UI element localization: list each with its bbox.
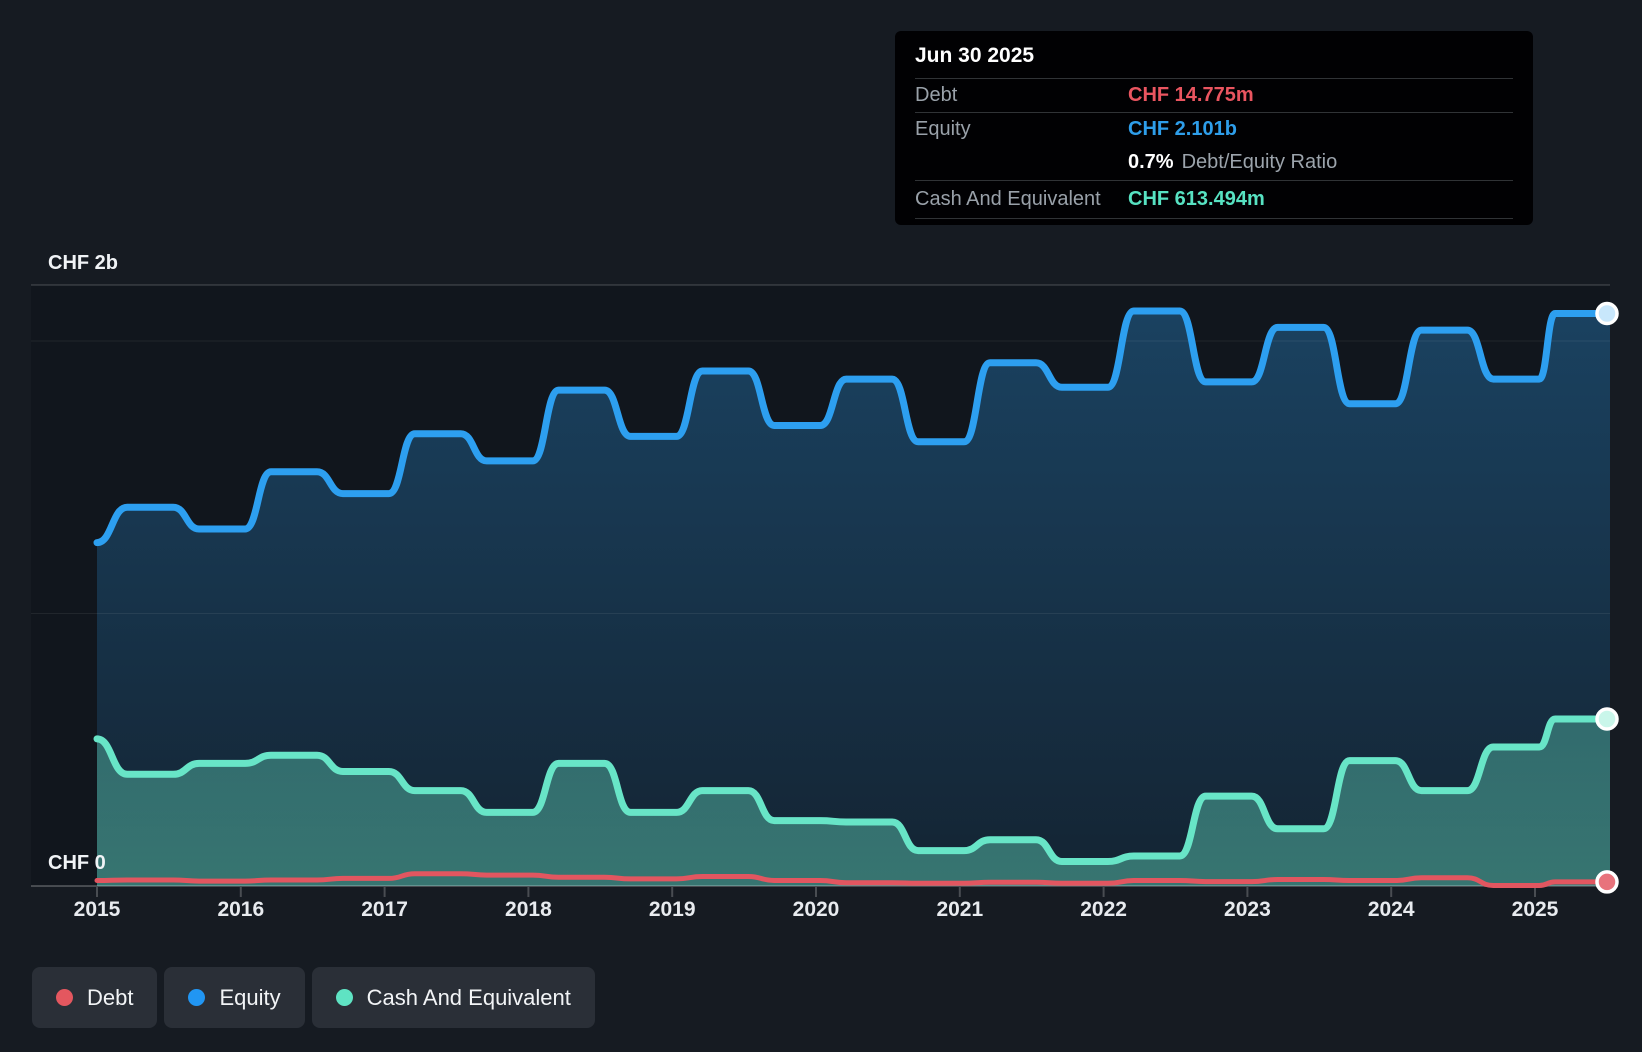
legend-item-debt[interactable]: Debt [32, 967, 158, 1028]
tooltip-date: Jun 30 2025 [915, 44, 1035, 67]
chart-tooltip: Jun 30 2025 Debt CHF 14.775m Equity CHF … [895, 31, 1533, 225]
tooltip-row-cash: Cash And Equivalent CHF 613.494m [915, 180, 1513, 218]
tooltip-row-ratio: 0.7% Debt/Equity Ratio [915, 145, 1513, 180]
x-axis-label-2019: 2019 [649, 898, 696, 921]
legend-item-equity[interactable]: Equity [164, 967, 305, 1028]
debt-swatch-icon [56, 989, 73, 1006]
debt-line[interactable] [94, 871, 1613, 888]
tooltip-row-equity: Equity CHF 2.101b [915, 112, 1513, 145]
legend-equity-label: Equity [219, 984, 281, 1010]
x-axis-label-2021: 2021 [936, 898, 983, 921]
tooltip-debt-label: Debt [915, 84, 958, 106]
tooltip-cash-label: Cash And Equivalent [915, 188, 1101, 210]
legend-debt-label: Debt [87, 984, 134, 1010]
x-axis-label-2020: 2020 [793, 898, 840, 921]
x-axis-label-2024: 2024 [1368, 898, 1415, 921]
x-axis-label-2022: 2022 [1080, 898, 1127, 921]
x-axis-label-2025: 2025 [1512, 898, 1559, 921]
x-axis-label-2018: 2018 [505, 898, 552, 921]
equity-line[interactable] [93, 307, 1614, 547]
cash-area [97, 719, 1610, 886]
legend-item-cash[interactable]: Cash And Equivalent [311, 967, 595, 1028]
x-axis-label-2017: 2017 [361, 898, 408, 921]
tooltip-ratio-value: 0.7% [1128, 151, 1174, 173]
x-axis-label-2015: 2015 [74, 898, 121, 921]
y-axis-label-0: CHF 0 [48, 852, 106, 874]
y-axis-label-2b: CHF 2b [48, 252, 118, 274]
cash-swatch-icon [335, 989, 353, 1006]
tooltip-debt-value: CHF 14.775m [1128, 84, 1254, 106]
tooltip-bottom-divider [915, 218, 1513, 225]
x-axis-label-2023: 2023 [1224, 898, 1271, 921]
tooltip-equity-value: CHF 2.101b [1128, 117, 1237, 140]
chart-legend: Debt Equity Cash And Equivalent [32, 967, 595, 1028]
tooltip-ratio-label: Debt/Equity Ratio [1181, 151, 1338, 173]
cash-line[interactable] [93, 715, 1614, 865]
equity-swatch-icon [188, 989, 206, 1006]
tooltip-equity-label: Equity [915, 117, 971, 140]
legend-cash-label: Cash And Equivalent [366, 984, 571, 1010]
equity-endpoint-marker[interactable] [1595, 301, 1619, 326]
debt-endpoint-marker[interactable] [1595, 870, 1619, 894]
x-axis-label-2016: 2016 [217, 898, 264, 921]
tooltip-cash-value: CHF 613.494m [1128, 188, 1265, 210]
cash-endpoint-marker[interactable] [1595, 707, 1619, 731]
tooltip-row-debt: Debt CHF 14.775m [915, 78, 1513, 112]
